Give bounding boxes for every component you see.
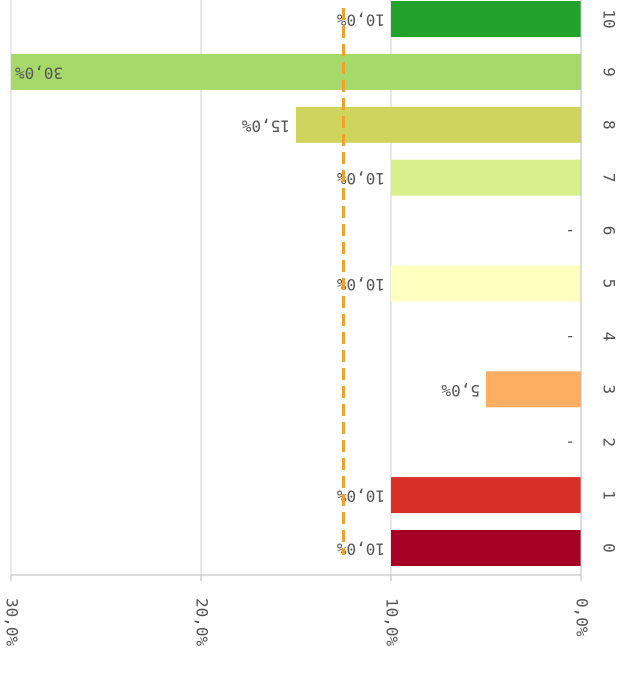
bar — [11, 53, 581, 90]
y-tick-label: 3 — [600, 384, 619, 394]
bar — [391, 477, 581, 514]
y-tick-label: 8 — [600, 120, 619, 130]
data-label: 30,0% — [15, 63, 64, 82]
y-tick-label: 7 — [600, 173, 619, 183]
bar — [486, 371, 581, 408]
data-label: 10,0% — [336, 275, 385, 294]
x-tick-label: 10,0% — [383, 598, 402, 647]
y-tick-label: 4 — [600, 332, 619, 342]
y-tick-label: 0 — [600, 543, 619, 553]
x-tick-label: 30,0% — [3, 598, 22, 647]
data-label: 5,0% — [441, 381, 480, 400]
y-tick-label: 6 — [600, 226, 619, 236]
y-tick-label: 5 — [600, 279, 619, 289]
y-tick-label: 1 — [600, 490, 619, 500]
y-tick-label: 2 — [600, 437, 619, 447]
x-tick-label: 20,0% — [193, 598, 212, 647]
data-label: - — [565, 328, 575, 347]
bar — [391, 159, 581, 196]
data-label: 10,0% — [336, 487, 385, 506]
bar — [391, 1, 581, 37]
bar — [391, 530, 581, 566]
y-tick-label: 10 — [600, 9, 619, 28]
data-label: 10,0% — [336, 169, 385, 188]
data-label: 10,0% — [336, 11, 385, 30]
data-label: - — [565, 434, 575, 453]
x-tick-label: 0,0% — [573, 598, 592, 637]
y-tick-label: 9 — [600, 67, 619, 77]
data-label: 15,0% — [241, 116, 290, 135]
data-label: 10,0% — [336, 540, 385, 559]
data-label: - — [565, 222, 575, 241]
bar — [391, 265, 581, 302]
bar — [296, 106, 581, 143]
